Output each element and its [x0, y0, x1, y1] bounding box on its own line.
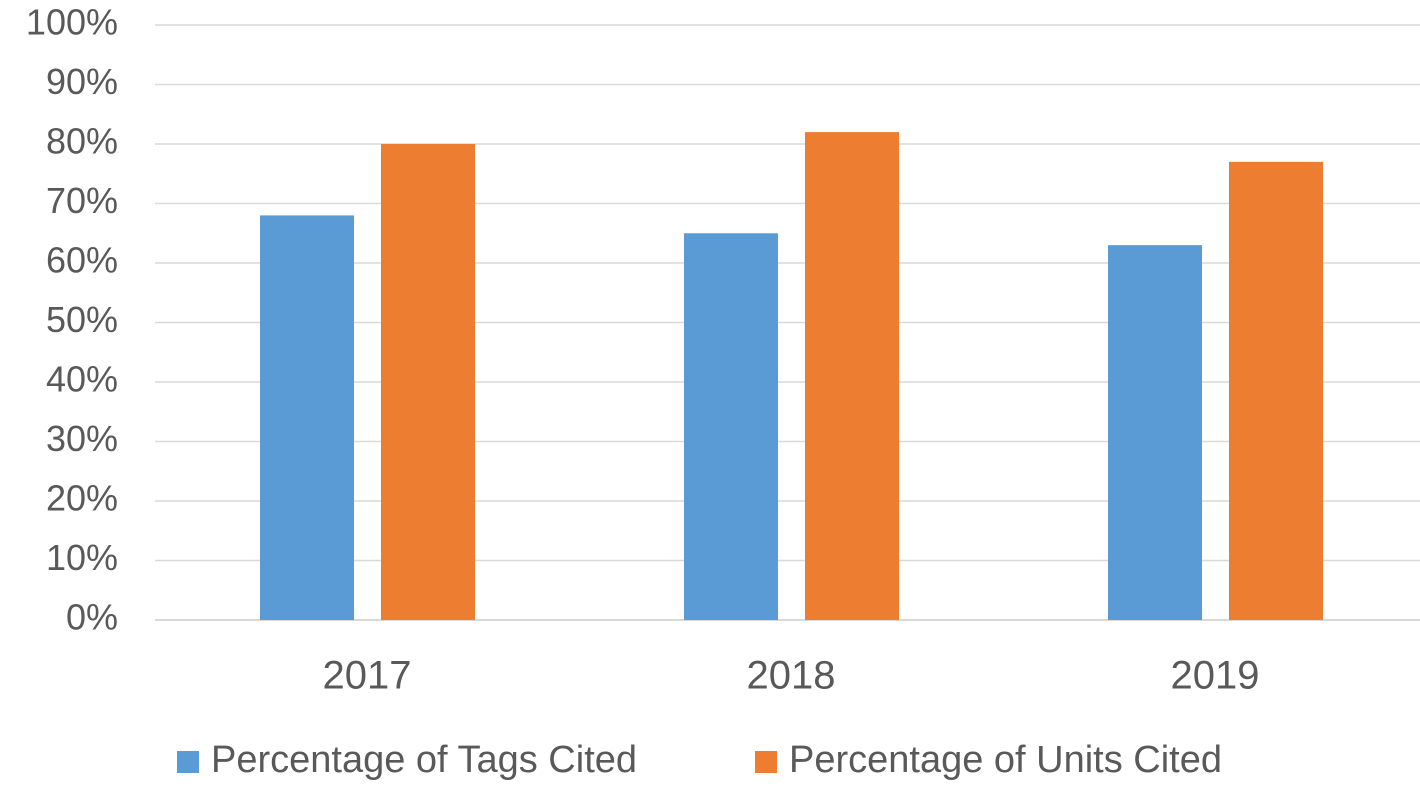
- legend-swatch: [177, 751, 199, 773]
- y-tick-label: 40%: [46, 359, 118, 400]
- bar: [1108, 245, 1202, 620]
- y-tick-label: 90%: [46, 61, 118, 102]
- bar: [684, 233, 778, 620]
- bar: [260, 215, 354, 620]
- legend-label: Percentage of Tags Cited: [211, 739, 637, 781]
- bar: [381, 144, 475, 620]
- y-tick-label: 70%: [46, 180, 118, 221]
- x-tick-label: 2019: [1171, 654, 1260, 698]
- x-tick-label: 2017: [323, 654, 412, 698]
- y-tick-label: 60%: [46, 240, 118, 281]
- legend-label: Percentage of Units Cited: [789, 739, 1222, 781]
- bar: [1229, 161, 1323, 620]
- y-tick-label: 50%: [46, 299, 118, 340]
- y-tick-label: 100%: [26, 2, 118, 43]
- y-tick-label: 20%: [46, 478, 118, 519]
- legend-swatch: [755, 751, 777, 773]
- x-tick-label: 2018: [747, 654, 836, 698]
- y-tick-label: 0%: [66, 597, 118, 638]
- y-tick-label: 80%: [46, 121, 118, 162]
- bar: [805, 132, 899, 620]
- y-tick-label: 10%: [46, 537, 118, 578]
- y-tick-label: 30%: [46, 418, 118, 459]
